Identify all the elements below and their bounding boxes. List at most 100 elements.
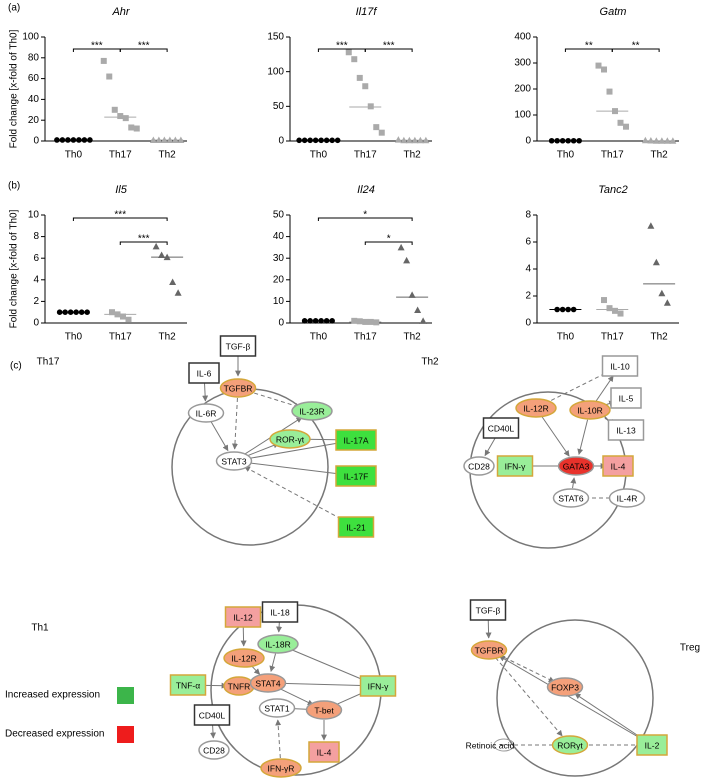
pathway-edge (497, 653, 555, 683)
data-point (559, 137, 566, 144)
data-point (394, 136, 402, 143)
data-point (122, 115, 129, 122)
data-point (301, 137, 308, 144)
pathway-edge (243, 461, 345, 477)
significance-label: *** (91, 41, 103, 52)
pathway-edge (484, 436, 497, 457)
x-tick-label: Th0 (310, 332, 328, 343)
pathway-edge (202, 382, 209, 402)
node-label: IL-4 (611, 461, 626, 471)
node-box (482, 417, 520, 439)
data-point (78, 309, 85, 316)
significance-bracket (364, 48, 413, 52)
node-box (359, 675, 397, 697)
data-point (641, 136, 649, 144)
data-point (362, 318, 369, 325)
data-point (623, 123, 630, 130)
data-point (312, 318, 319, 324)
x-tick-label: Th2 (404, 150, 422, 161)
chart-title: Ahr (111, 6, 130, 18)
data-point (606, 88, 613, 95)
data-point (554, 137, 560, 144)
node-label: CD28 (468, 461, 490, 471)
x-tick-label: Th17 (109, 332, 132, 343)
node-label: CD40L (488, 423, 515, 433)
node-box (636, 734, 668, 756)
node-label: STAT3 (221, 456, 246, 466)
node-box (335, 429, 377, 451)
data-point (405, 136, 413, 144)
y-tick-label: 80 (28, 52, 40, 63)
node-label: IL-4R (617, 493, 638, 503)
chart-title: Il24 (357, 184, 375, 196)
node-ellipse (215, 451, 253, 471)
node-label: TNFR (228, 681, 251, 691)
y-tick-label: 6 (33, 253, 39, 264)
data-point (601, 66, 608, 73)
node-label: IL-12 (233, 612, 253, 622)
significance-label: ** (585, 41, 593, 52)
x-tick-label: Th17 (601, 150, 624, 161)
data-point (411, 136, 419, 144)
data-point (617, 119, 624, 126)
data-point (81, 137, 88, 143)
data-point (67, 309, 74, 316)
data-point (100, 57, 107, 64)
data-point (177, 136, 185, 143)
pathway-edge (595, 375, 614, 403)
pathway-edge (247, 390, 302, 409)
data-point (362, 83, 369, 90)
data-point (419, 317, 427, 324)
significance-label: *** (138, 41, 150, 52)
data-point (416, 136, 424, 144)
data-point (351, 317, 358, 324)
data-point (117, 113, 124, 120)
significance-label: *** (138, 234, 150, 245)
data-point (84, 309, 90, 316)
node-label: IL-17A (343, 435, 368, 445)
node-ellipse (463, 456, 495, 476)
x-tick-label: Th2 (651, 150, 669, 161)
node-ellipse (269, 429, 311, 449)
node-box (219, 335, 257, 357)
data-point (647, 136, 655, 144)
pathway-edge (498, 655, 644, 741)
data-point (606, 305, 613, 312)
pathway-edge (243, 442, 280, 458)
y-tick-label: 40 (28, 94, 40, 105)
pathway-edge (287, 647, 368, 683)
data-point (378, 129, 385, 136)
y-tick-label: 6 (525, 237, 531, 248)
data-point (373, 319, 380, 326)
diagram-title: Th17 (37, 357, 60, 368)
pathway-edge (210, 421, 229, 452)
node-label: IL-6 (197, 368, 212, 378)
data-point (329, 318, 335, 324)
data-point (120, 313, 127, 320)
data-point (559, 306, 566, 313)
pathway-edge (275, 719, 282, 759)
node-ellipse (569, 400, 611, 420)
node-label: RORγt (557, 740, 583, 750)
node-box (602, 455, 634, 477)
panel-label: (b) (8, 181, 20, 192)
y-tick-label: 0 (33, 136, 39, 147)
data-point (62, 309, 68, 316)
y-tick-label: 10 (273, 296, 285, 307)
data-point (174, 289, 182, 296)
significance-bracket (611, 48, 660, 52)
chart-title: Tanc2 (598, 184, 628, 196)
data-point (76, 137, 82, 143)
pathway-edge (544, 370, 610, 404)
node-label: STAT6 (558, 493, 583, 503)
data-point (663, 137, 671, 144)
node-ellipse (219, 378, 257, 398)
data-point (160, 136, 168, 143)
node-ellipse (257, 634, 299, 654)
node-label: IL-18R (265, 639, 291, 649)
node-ellipse (223, 648, 265, 668)
y-tick-label: 0 (525, 136, 531, 147)
node-label: TGF-β (226, 341, 251, 351)
data-point (595, 62, 602, 69)
